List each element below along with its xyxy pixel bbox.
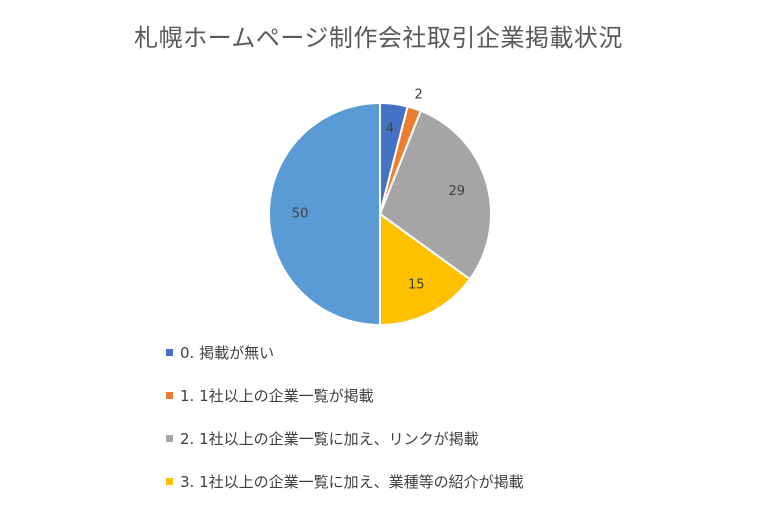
legend: 0. 掲載が無い 1. 1社以上の企業一覧が掲載 2. 1社以上の企業一覧に加え…	[166, 331, 524, 503]
legend-swatch-0	[166, 349, 173, 356]
legend-item-3: 3. 1社以上の企業一覧に加え、業種等の紹介が掲載	[166, 460, 524, 503]
legend-swatch-2	[166, 435, 173, 442]
data-label-4: 50	[292, 207, 309, 222]
pie-slice-2	[378, 109, 492, 281]
legend-label-0: 0. 掲載が無い	[180, 344, 275, 362]
data-label-2: 29	[448, 184, 465, 199]
legend-swatch-1	[166, 392, 173, 399]
legend-swatch-3	[166, 478, 173, 485]
chart-title: 札幌ホームページ制作会社取引企業掲載状況	[134, 24, 623, 52]
data-label-0: 4	[386, 122, 394, 137]
pie-slice-3	[379, 212, 472, 327]
data-label-3: 15	[408, 278, 425, 293]
legend-item-1: 1. 1社以上の企業一覧が掲載	[166, 374, 524, 417]
pie-slice-4	[268, 101, 381, 327]
legend-label-2: 2. 1社以上の企業一覧に加え、リンクが掲載	[180, 430, 479, 448]
legend-label-1: 1. 1社以上の企業一覧が掲載	[180, 387, 374, 405]
legend-item-2: 2. 1社以上の企業一覧に加え、リンクが掲載	[166, 417, 524, 460]
data-label-1: 2	[414, 88, 422, 103]
legend-item-0: 0. 掲載が無い	[166, 331, 524, 374]
legend-label-3: 3. 1社以上の企業一覧に加え、業種等の紹介が掲載	[180, 473, 524, 491]
